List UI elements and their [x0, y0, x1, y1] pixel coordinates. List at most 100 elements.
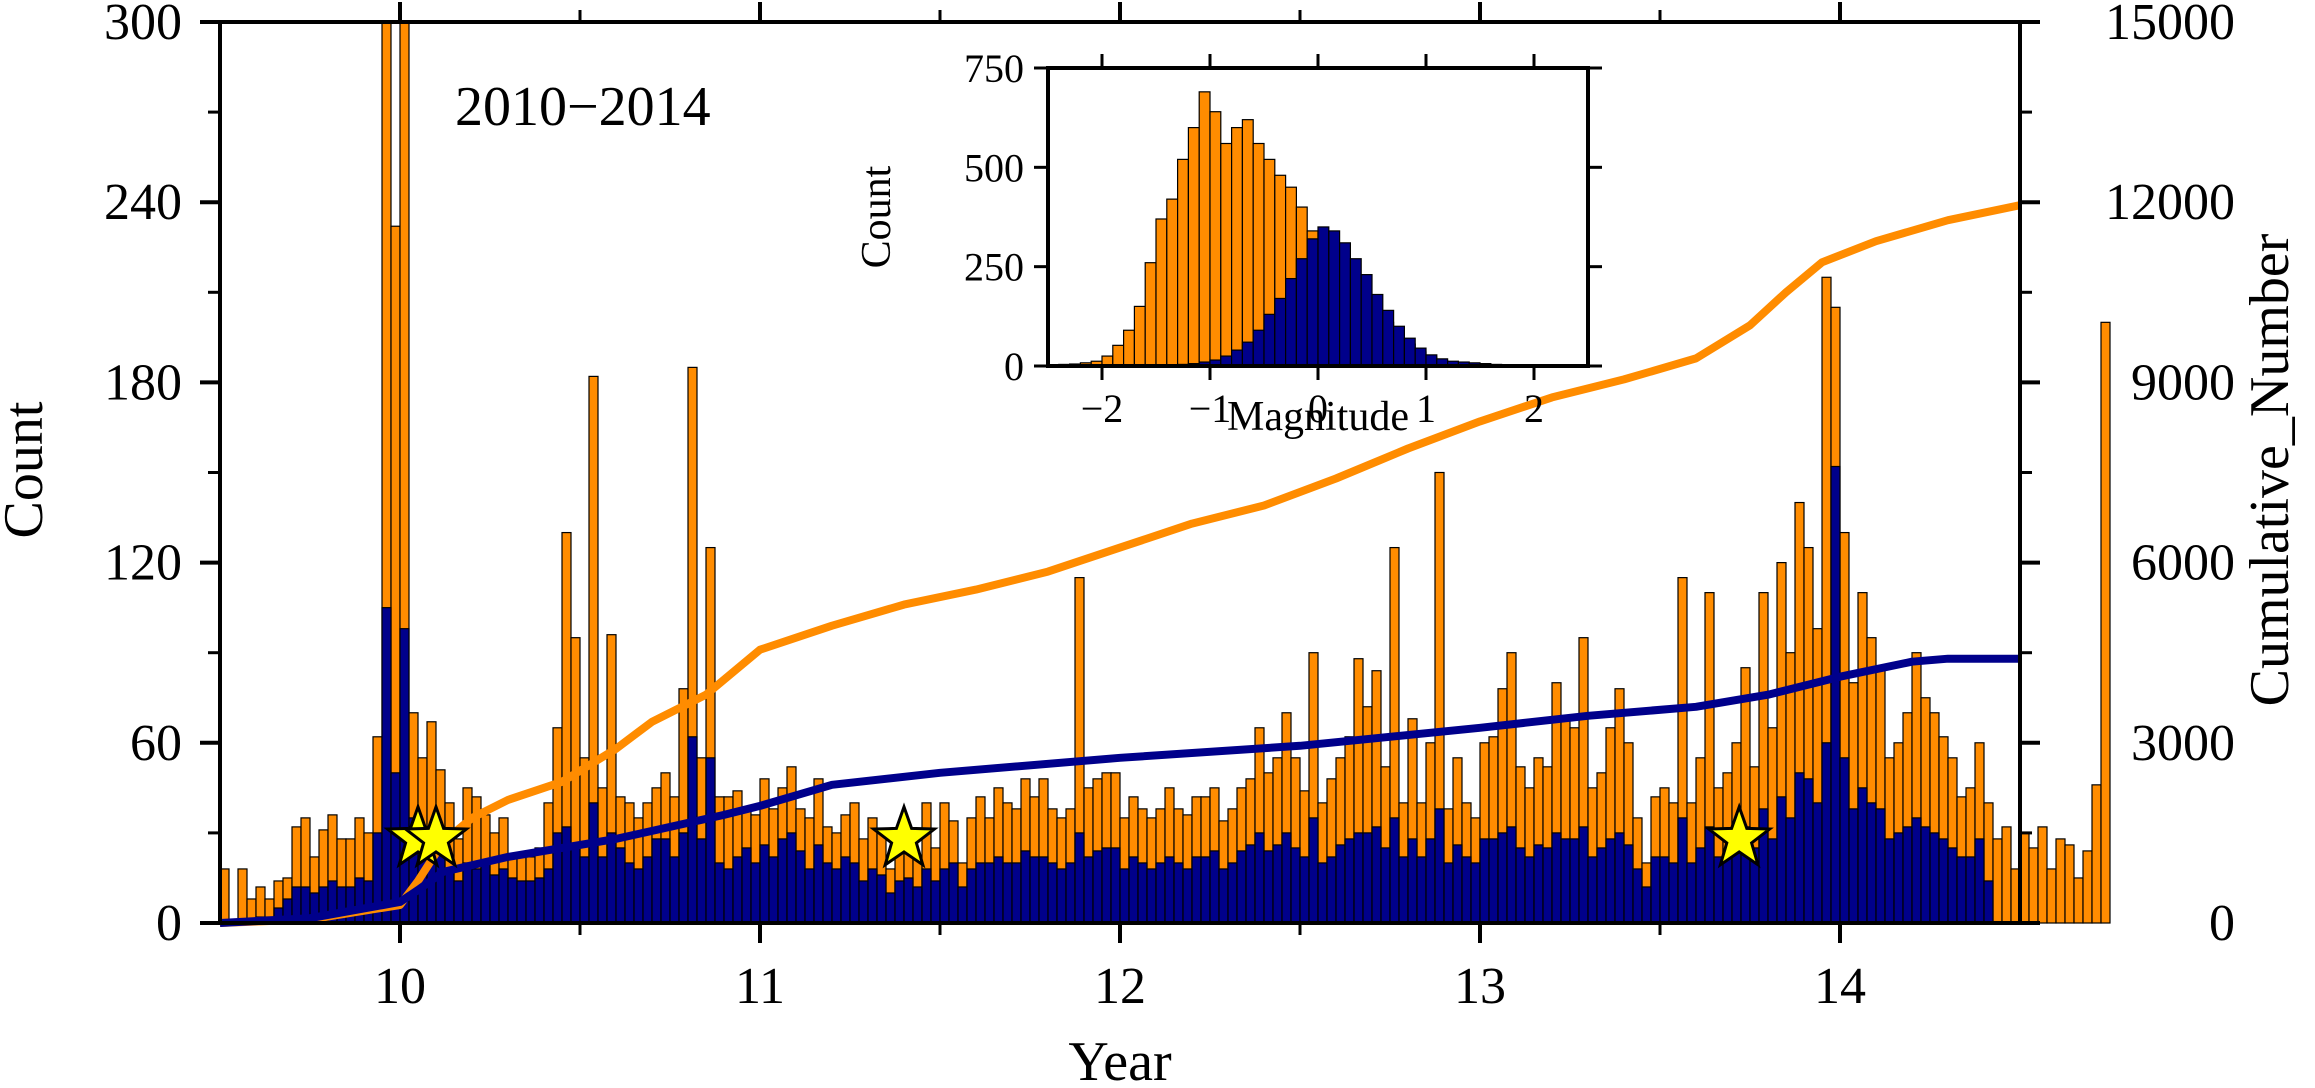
bar	[903, 877, 914, 924]
cumulative-lines	[219, 201, 2021, 927]
bar	[948, 862, 959, 924]
inset-y-tick-label: 500	[964, 145, 1024, 190]
inset-x-tick-label: 2	[1524, 386, 1544, 431]
bar	[1614, 832, 1625, 924]
bar	[1695, 847, 1706, 924]
bar	[1893, 832, 1904, 924]
inset-bars-blue	[1166, 226, 1557, 367]
bar	[1929, 832, 1940, 924]
bar	[1011, 862, 1022, 924]
bar	[1983, 880, 1994, 924]
bar	[1299, 856, 1310, 924]
bar	[1965, 856, 1976, 924]
bar	[2091, 784, 2102, 924]
bar	[912, 886, 923, 924]
bar	[1002, 862, 1013, 924]
bar	[534, 877, 545, 924]
bar	[849, 862, 860, 924]
bar	[1884, 838, 1895, 924]
bar	[1578, 826, 1589, 924]
bar	[2064, 844, 2075, 924]
inset-bar	[1133, 305, 1146, 367]
inset-bar	[1371, 293, 1384, 367]
bar	[1767, 838, 1778, 924]
bar	[1236, 850, 1247, 924]
bar	[1263, 850, 1274, 924]
inset-bar	[1230, 349, 1243, 367]
bar	[795, 850, 806, 924]
bar	[2001, 826, 2012, 924]
bar	[1371, 826, 1382, 924]
bar	[1128, 856, 1139, 924]
bar	[1443, 862, 1454, 924]
bar	[1434, 808, 1445, 924]
y-tick-label: 120	[104, 535, 182, 592]
bar	[1821, 742, 1832, 924]
bar	[570, 847, 581, 924]
inset-x-tick-label: 0	[1308, 386, 1328, 431]
bar	[1461, 856, 1472, 924]
inset-x-tick-label: −2	[1081, 386, 1124, 431]
bar	[1758, 808, 1769, 924]
bar	[597, 856, 608, 924]
bar	[1182, 868, 1193, 924]
bar	[2046, 868, 2057, 924]
bar	[1596, 847, 1607, 924]
bar	[1074, 832, 1085, 924]
bar	[1569, 838, 1580, 924]
y2-tick-label: 6000	[2131, 535, 2235, 592]
bar	[1164, 856, 1175, 924]
x-tick-label: 11	[735, 958, 785, 1015]
inset-bar	[1112, 344, 1125, 367]
bar	[1542, 847, 1553, 924]
bar	[1209, 850, 1220, 924]
y2-tick-label: 0	[2209, 895, 2235, 952]
x-tick-label: 10	[374, 958, 426, 1015]
x-axis-label: Year	[1068, 1031, 1172, 1088]
inset-bar	[1230, 126, 1243, 367]
bar	[1335, 844, 1346, 924]
bar	[1101, 847, 1112, 924]
inset-bar	[1176, 158, 1189, 367]
bar	[1470, 862, 1481, 924]
bar	[1353, 832, 1364, 924]
y-tick-label: 0	[156, 895, 182, 952]
x-tick-label: 14	[1814, 958, 1866, 1015]
bar	[705, 757, 716, 924]
inset-bar	[1414, 347, 1427, 367]
bar	[1785, 817, 1796, 924]
bar	[1245, 844, 1256, 924]
bar	[1200, 856, 1211, 924]
bar	[2082, 850, 2093, 924]
bar	[1290, 847, 1301, 924]
bar	[363, 880, 374, 924]
bar	[1776, 796, 1787, 924]
bar	[1020, 850, 1031, 924]
inset-bar	[1241, 119, 1254, 367]
bar	[876, 874, 887, 924]
bar	[1686, 862, 1697, 924]
bar	[2100, 321, 2111, 924]
bar	[1506, 826, 1517, 924]
bar	[1650, 856, 1661, 924]
inset-axis-ticks: −2 −1 0 1 2 0 250 500 750	[964, 46, 1602, 431]
y2-tick-label: 9000	[2131, 354, 2235, 411]
bar	[777, 838, 788, 924]
bar	[1830, 465, 1841, 924]
inset-bar	[1220, 142, 1233, 367]
bar	[750, 862, 761, 924]
bar	[1272, 844, 1283, 924]
bar	[1137, 862, 1148, 924]
bar	[1038, 856, 1049, 924]
bar	[714, 862, 725, 924]
bar	[1947, 847, 1958, 924]
bar	[1524, 856, 1535, 924]
bar	[561, 826, 572, 924]
inset-bar	[1263, 313, 1276, 367]
bar	[822, 862, 833, 924]
bar	[1866, 802, 1877, 924]
x-tick-label: 13	[1454, 958, 1506, 1015]
bar	[489, 874, 500, 924]
bar	[615, 847, 626, 924]
